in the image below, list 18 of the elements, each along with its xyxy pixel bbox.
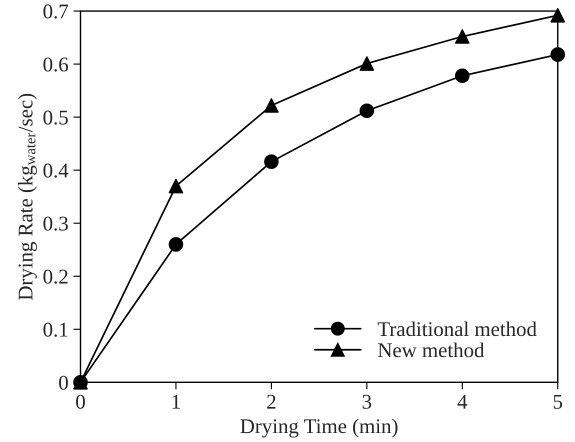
y-axis-title: Drying Rate (kg$_{water}$/sec) <box>18 94 37 300</box>
y-tick-label: 0.4 <box>43 164 68 178</box>
x-axis-title: Drying Time (min) <box>240 418 398 438</box>
legend-label: New method <box>378 342 484 358</box>
y-tick-label: 0.3 <box>43 216 68 231</box>
legend-label: Traditional method <box>378 322 537 336</box>
x-tick-label: 5 <box>554 394 562 409</box>
y-tick-label: 0 <box>59 376 68 390</box>
y-tick-label: 0.7 <box>43 4 68 19</box>
y-tick-label: 0.5 <box>43 110 68 125</box>
x-tick-label: 1 <box>172 394 180 409</box>
x-tick-label: 0 <box>76 394 85 409</box>
x-tick-label: 4 <box>458 394 468 409</box>
y-tick-label: 0.1 <box>43 322 68 337</box>
y-tick-label: 0.2 <box>43 270 68 284</box>
x-tick-label: 3 <box>362 394 372 409</box>
x-tick-label: 2 <box>267 394 276 409</box>
y-tick-label: 0.6 <box>43 57 68 72</box>
